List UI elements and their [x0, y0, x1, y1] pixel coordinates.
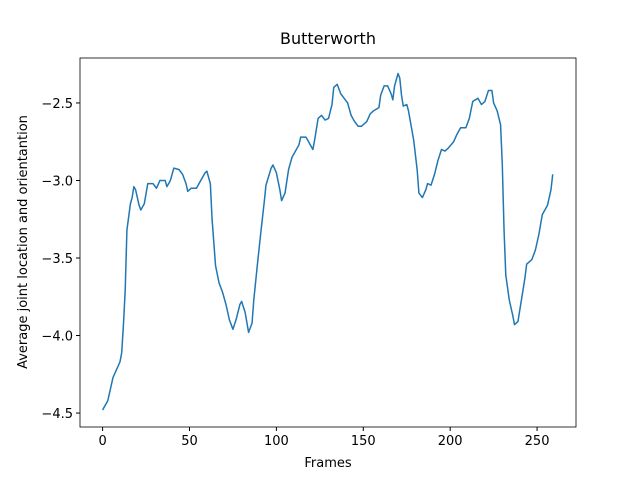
x-tick-label: 200 [438, 434, 463, 449]
x-tick-label: 250 [525, 434, 550, 449]
y-tick-label: −4.0 [41, 330, 73, 345]
x-tick-label: 100 [264, 434, 289, 449]
x-tick-label: 150 [351, 434, 376, 449]
y-tick-label: −3.0 [41, 174, 73, 189]
x-tick-label: 0 [98, 434, 106, 449]
y-tick-label: −2.5 [41, 97, 73, 112]
plot-frame [79, 57, 577, 428]
x-tick-label: 50 [181, 434, 198, 449]
y-tick-label: −4.5 [41, 407, 73, 422]
line-series [101, 72, 554, 411]
x-axis-label: Frames [304, 456, 352, 471]
y-axis-label: Average joint location and orientantion [16, 115, 31, 369]
y-tick-label: −3.5 [41, 252, 73, 267]
chart-title: Butterworth [280, 29, 376, 48]
